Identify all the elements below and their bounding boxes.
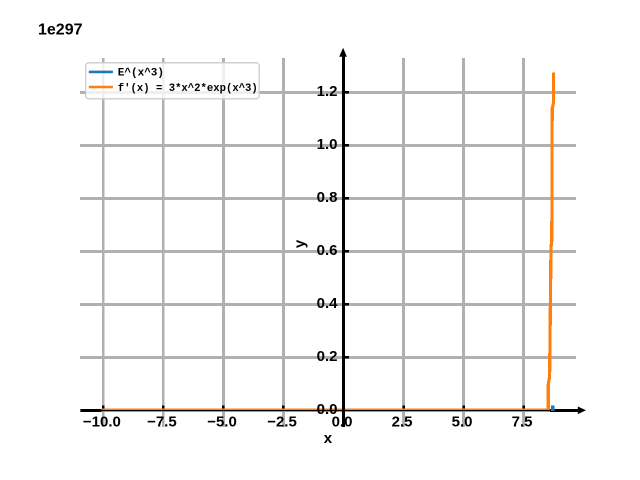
svg-text:0.4: 0.4 [317, 295, 339, 312]
svg-text:0.0: 0.0 [332, 414, 353, 431]
svg-text:0.6: 0.6 [317, 242, 338, 259]
svg-text:1.0: 1.0 [317, 136, 338, 153]
svg-text:5.0: 5.0 [452, 414, 473, 431]
svg-text:0.0: 0.0 [317, 401, 338, 418]
svg-text:0.8: 0.8 [317, 189, 338, 206]
svg-text:−10.0: −10.0 [83, 414, 121, 431]
svg-text:1e297: 1e297 [38, 22, 83, 39]
svg-text:2.5: 2.5 [392, 414, 413, 431]
svg-text:−5.0: −5.0 [207, 414, 237, 431]
svg-text:f'(x) = 3*x^2*exp(x^3): f'(x) = 3*x^2*exp(x^3) [118, 83, 258, 95]
svg-text:−2.5: −2.5 [267, 414, 297, 431]
svg-text:x: x [324, 430, 333, 447]
svg-text:y: y [292, 239, 309, 248]
svg-text:−7.5: −7.5 [147, 414, 177, 431]
svg-text:0.2: 0.2 [317, 348, 338, 365]
svg-text:E^(x^3): E^(x^3) [118, 68, 164, 80]
svg-text:7.5: 7.5 [512, 414, 533, 431]
svg-text:1.2: 1.2 [317, 83, 338, 100]
